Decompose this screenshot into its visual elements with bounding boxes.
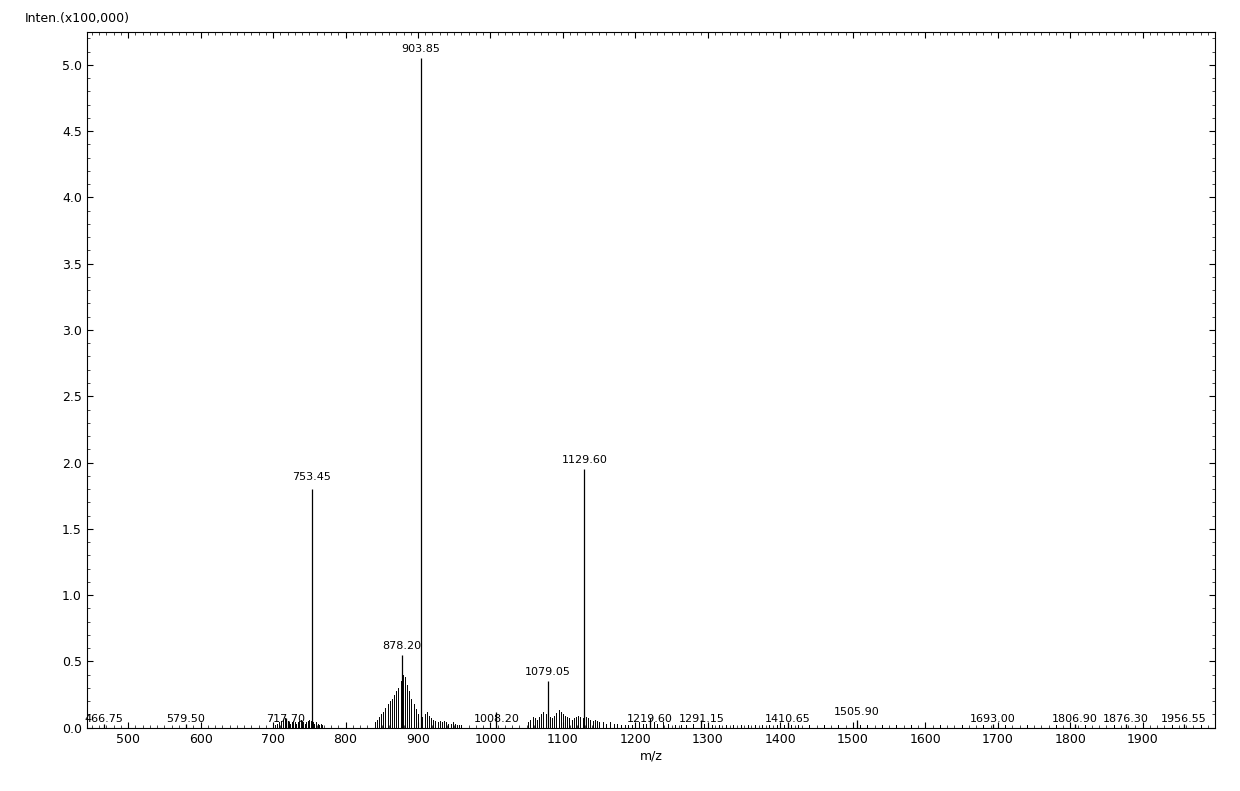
X-axis label: m/z: m/z [640, 750, 662, 763]
Text: 717.70: 717.70 [267, 713, 305, 724]
Text: 1806.90: 1806.90 [1053, 713, 1099, 724]
Text: 878.20: 878.20 [383, 641, 422, 651]
Text: 1291.15: 1291.15 [678, 713, 724, 724]
Text: 1410.65: 1410.65 [765, 713, 811, 724]
Text: 753.45: 753.45 [293, 472, 331, 483]
Text: 903.85: 903.85 [402, 44, 440, 54]
Text: 1956.55: 1956.55 [1161, 713, 1207, 724]
Text: 1079.05: 1079.05 [525, 668, 570, 677]
Text: 1693.00: 1693.00 [970, 713, 1016, 724]
Text: 1129.60: 1129.60 [562, 455, 608, 465]
Text: 1219.60: 1219.60 [626, 713, 672, 724]
Text: 1008.20: 1008.20 [474, 713, 520, 724]
Text: 466.75: 466.75 [84, 713, 124, 724]
Text: 579.50: 579.50 [166, 713, 205, 724]
Text: 1876.30: 1876.30 [1102, 713, 1148, 724]
Text: Inten.(x100,000): Inten.(x100,000) [25, 12, 130, 25]
Text: 1505.90: 1505.90 [835, 707, 880, 717]
